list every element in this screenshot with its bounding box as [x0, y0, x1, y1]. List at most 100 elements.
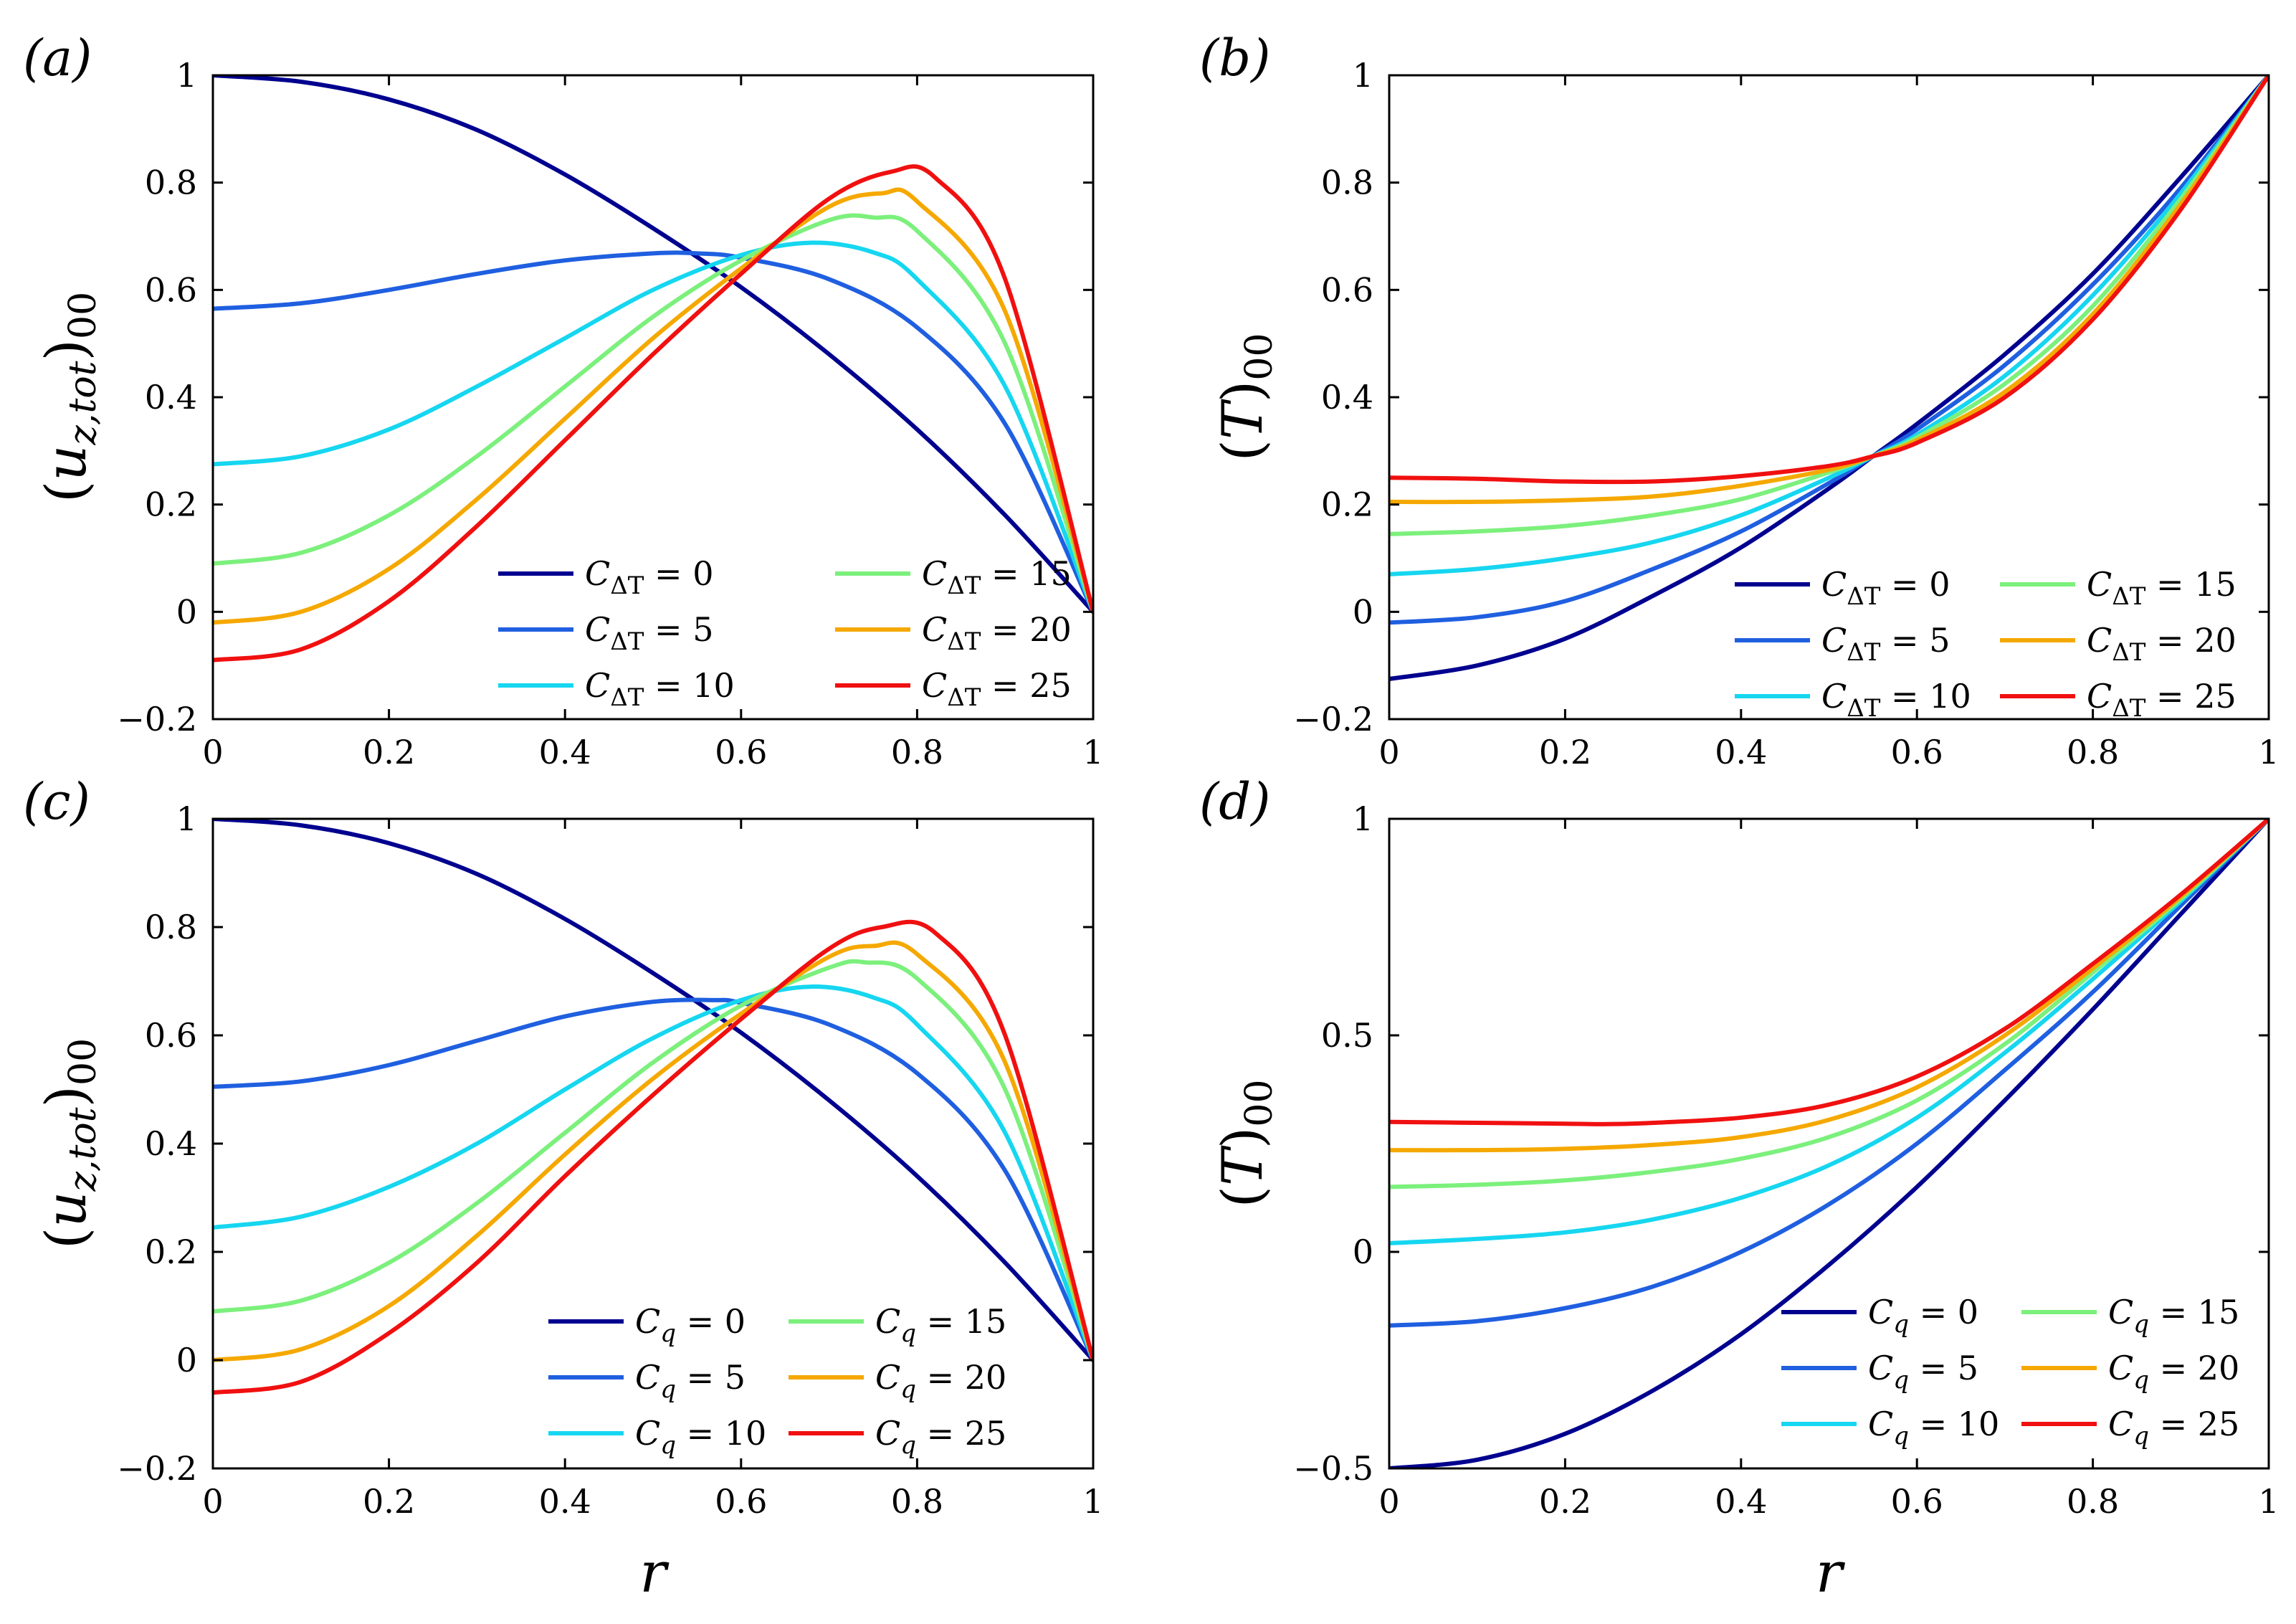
- y-tick-label: 0.4: [145, 1124, 197, 1163]
- legend-entry-15: Cq = 15: [2108, 1293, 2239, 1339]
- legend-entry-15: CΔT = 15: [2087, 565, 2237, 611]
- x-tick-label: 0: [1378, 1482, 1399, 1521]
- series-line-15: [1389, 819, 2269, 1189]
- series-line-5: [1389, 75, 2269, 625]
- x-tick-label: 0.8: [2067, 733, 2119, 771]
- x-tick-label: 0.2: [363, 733, 415, 771]
- x-tick-label: 0.2: [363, 1482, 415, 1521]
- legend-entry-5: Cq = 5: [635, 1358, 746, 1404]
- legend-entry-10: Cq = 10: [635, 1414, 766, 1460]
- legend-entry-20: Cq = 20: [875, 1358, 1006, 1404]
- x-axis-label: r: [1816, 1541, 1846, 1605]
- y-tick-label: 0: [176, 1341, 197, 1380]
- x-tick-label: 1: [1082, 1482, 1103, 1521]
- legend-entry-0: CΔT = 0: [585, 554, 714, 600]
- y-tick-label: −0.2: [117, 1449, 197, 1488]
- series-line-25: [213, 164, 1093, 663]
- panel-1: 0 0.2 0.4 0.6 0.8 1−0.200.20.40.60.81(b)(T)00…: [1199, 29, 2280, 771]
- x-axis-label: r: [639, 1541, 670, 1605]
- y-axis-label: (T)00: [1211, 333, 1281, 461]
- panel-label: (d): [1199, 772, 1270, 831]
- x-tick-label: 0.4: [539, 733, 591, 771]
- legend: CΔT = 0 CΔT = 5 CΔT = 10 CΔT = 15 CΔT = 20 CΔ…: [1735, 565, 2237, 723]
- x-tick-label: 0.8: [891, 1482, 943, 1521]
- x-tick-label: 1: [1082, 733, 1103, 771]
- panel-0: 0 0.2 0.4 0.6 0.8 1−0.200.20.40.60.81(a)(uz,t…: [23, 29, 1104, 771]
- legend: Cq = 0 Cq = 5 Cq = 10 Cq = 15 Cq = 20 Cq = 25: [1781, 1293, 2239, 1450]
- y-tick-label: 1: [1353, 799, 1373, 838]
- x-tick-label: 0.6: [1891, 1482, 1943, 1521]
- y-axis-label: (uz,tot)00: [34, 1038, 105, 1249]
- x-tick-label: 0.4: [1715, 1482, 1767, 1521]
- y-tick-label: 0: [176, 592, 197, 631]
- x-tick-label: 0.2: [1539, 733, 1591, 771]
- legend: Cq = 0 Cq = 5 Cq = 10 Cq = 15 Cq = 20 Cq = 25: [548, 1302, 1006, 1460]
- y-tick-label: 0.6: [145, 1016, 197, 1055]
- y-tick-label: −0.2: [1293, 700, 1373, 739]
- series-line-0: [1389, 819, 2269, 1468]
- y-tick-label: 0.2: [1321, 485, 1373, 524]
- series-line-15: [213, 213, 1093, 614]
- series-line-0: [213, 75, 1093, 614]
- x-tick-label: 0.8: [891, 733, 943, 771]
- series-line-10: [213, 984, 1093, 1362]
- legend: CΔT = 0 CΔT = 5 CΔT = 10 CΔT = 15 CΔT = 20 CΔ…: [498, 554, 1072, 712]
- series-line-5: [1389, 819, 2269, 1328]
- y-axis-label: (uz,tot)00: [34, 292, 105, 503]
- axes-box: [1388, 817, 2270, 1470]
- series-line-15: [213, 959, 1093, 1362]
- y-tick-label: 0: [1353, 1233, 1373, 1271]
- legend-entry-5: Cq = 5: [1868, 1349, 1978, 1395]
- series-line-20: [1389, 819, 2269, 1153]
- y-tick-label: −0.5: [1293, 1449, 1373, 1488]
- y-tick-label: 0.8: [1321, 163, 1373, 202]
- series-line-10: [1389, 819, 2269, 1245]
- legend-entry-20: CΔT = 20: [2087, 621, 2237, 667]
- series-line-5: [213, 997, 1093, 1362]
- y-tick-label: 0.4: [1321, 378, 1373, 417]
- x-tick-label: 0: [202, 733, 223, 771]
- legend-entry-5: CΔT = 5: [1821, 621, 1950, 667]
- y-tick-label: 0.2: [145, 1233, 197, 1271]
- x-tick-label: 0.6: [715, 1482, 767, 1521]
- series-line-0: [213, 819, 1093, 1362]
- series-line-5: [213, 250, 1093, 614]
- legend-entry-15: CΔT = 15: [922, 554, 1072, 600]
- legend-entry-25: Cq = 25: [875, 1414, 1006, 1460]
- x-tick-label: 1: [2258, 733, 2279, 771]
- panel-label: (b): [1199, 29, 1270, 87]
- x-tick-label: 0.4: [539, 1482, 591, 1521]
- legend-entry-25: Cq = 25: [2108, 1405, 2239, 1450]
- y-tick-label: −0.2: [117, 700, 197, 739]
- series-line-10: [213, 240, 1093, 614]
- series-line-20: [1389, 75, 2269, 505]
- legend-entry-10: CΔT = 10: [585, 666, 735, 712]
- legend-entry-25: CΔT = 25: [2087, 677, 2237, 723]
- x-tick-label: 0: [202, 1482, 223, 1521]
- panel-label: (a): [23, 29, 92, 87]
- y-tick-label: 0.6: [1321, 270, 1373, 309]
- panel-2: 0 0.2 0.4 0.6 0.8 1−0.200.20.40.60.81(c)(uz,t…: [23, 772, 1104, 1605]
- legend-entry-0: CΔT = 0: [1821, 565, 1950, 611]
- y-tick-label: 1: [176, 56, 197, 95]
- x-tick-label: 0.6: [1891, 733, 1943, 771]
- legend-entry-10: Cq = 10: [1868, 1405, 1999, 1450]
- legend-entry-20: Cq = 20: [2108, 1349, 2239, 1395]
- x-tick-label: 0.8: [2067, 1482, 2119, 1521]
- legend-entry-10: CΔT = 10: [1821, 677, 1971, 723]
- series-line-25: [1389, 75, 2269, 485]
- y-tick-label: 0: [1353, 592, 1373, 631]
- legend-entry-5: CΔT = 5: [585, 610, 714, 656]
- y-tick-label: 1: [176, 799, 197, 838]
- legend-entry-25: CΔT = 25: [922, 666, 1072, 712]
- legend-entry-20: CΔT = 20: [922, 610, 1072, 656]
- y-axis-label: (T)00: [1211, 1079, 1281, 1207]
- y-tick-label: 0.8: [145, 908, 197, 946]
- x-tick-label: 0.2: [1539, 1482, 1591, 1521]
- panel-label: (c): [23, 772, 90, 831]
- series-line-25: [1389, 819, 2269, 1126]
- y-tick-label: 0.2: [145, 485, 197, 524]
- y-tick-label: 0.5: [1321, 1016, 1373, 1055]
